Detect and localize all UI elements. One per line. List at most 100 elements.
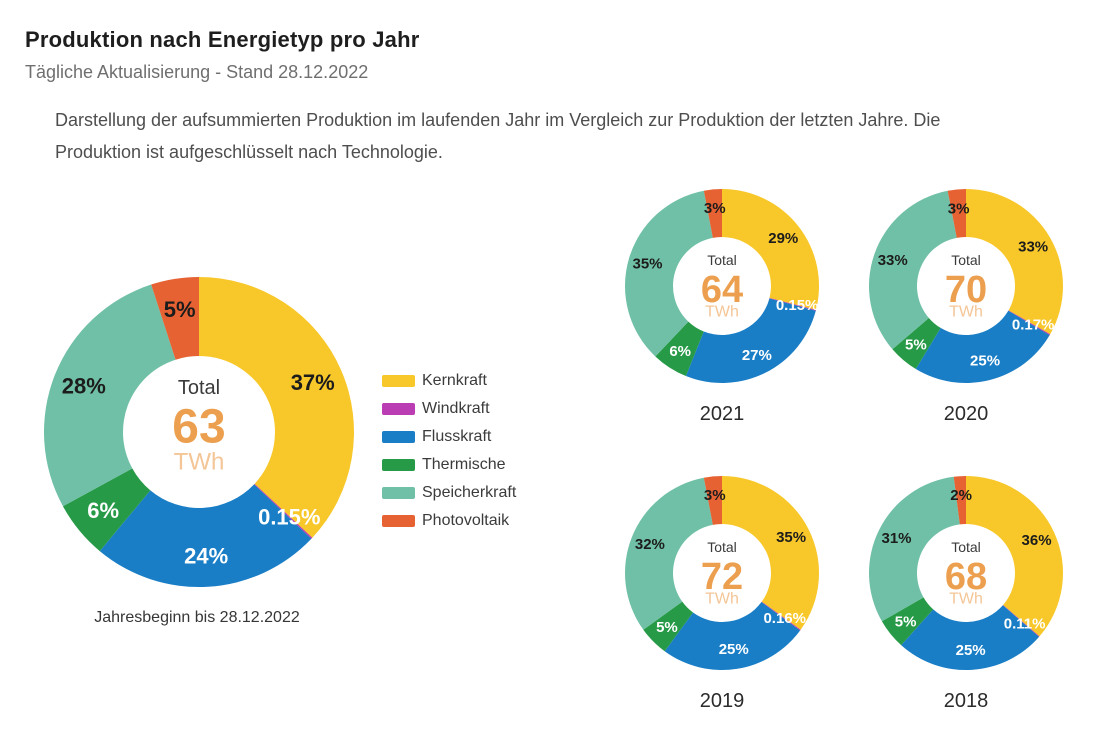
total-value: 68 bbox=[945, 556, 987, 598]
donut-segment-photovoltaik[interactable] bbox=[947, 189, 966, 238]
legend-swatch-flusskraft bbox=[382, 431, 415, 443]
total-value: 64 bbox=[701, 269, 743, 311]
total-unit: TWh bbox=[949, 304, 983, 321]
donut-segment-kernkraft[interactable] bbox=[966, 476, 1064, 637]
donut-segment-thermische[interactable] bbox=[881, 597, 934, 646]
legend-item-thermische[interactable]: Thermische bbox=[382, 451, 516, 479]
slice-label-thermische: 5% bbox=[895, 613, 917, 630]
total-unit: TWh bbox=[705, 591, 739, 608]
slice-label-speicherkraft: 28% bbox=[62, 374, 106, 399]
donut-segment-windkraft[interactable] bbox=[1002, 604, 1040, 637]
legend-swatch-photovoltaik bbox=[382, 515, 415, 527]
legend-swatch-thermische bbox=[382, 459, 415, 471]
slice-label-windkraft: 0.16% bbox=[763, 610, 806, 627]
donut-segment-speicherkraft[interactable] bbox=[625, 190, 713, 357]
total-label: Total bbox=[951, 539, 981, 555]
donut-segment-speicherkraft[interactable] bbox=[625, 477, 713, 630]
donut-segment-speicherkraft[interactable] bbox=[869, 190, 957, 350]
slice-label-speicherkraft: 31% bbox=[881, 530, 911, 547]
donut-segment-flusskraft[interactable] bbox=[685, 298, 816, 384]
total-unit: TWh bbox=[705, 304, 739, 321]
description-line-1: Darstellung der aufsummierten Produktion… bbox=[55, 110, 941, 130]
donut-segment-windkraft[interactable] bbox=[254, 483, 313, 539]
slice-label-windkraft: 0.11% bbox=[1004, 615, 1046, 632]
slice-label-kernkraft: 33% bbox=[1018, 239, 1048, 256]
donut-segment-photovoltaik[interactable] bbox=[953, 476, 966, 525]
donut-segment-flusskraft[interactable] bbox=[99, 484, 312, 588]
slice-label-thermische: 6% bbox=[87, 498, 119, 523]
donut-segment-speicherkraft[interactable] bbox=[869, 476, 960, 622]
donut-segment-flusskraft[interactable] bbox=[901, 605, 1040, 671]
slice-label-photovoltaik: 3% bbox=[948, 200, 970, 217]
legend-label: Speicherkraft bbox=[422, 484, 517, 501]
donut-segment-photovoltaik[interactable] bbox=[703, 189, 722, 238]
slice-label-photovoltaik: 3% bbox=[704, 487, 726, 504]
slice-label-kernkraft: 29% bbox=[768, 230, 798, 247]
donut-segment-flusskraft[interactable] bbox=[915, 310, 1050, 383]
donut-segment-windkraft[interactable] bbox=[1008, 310, 1051, 336]
donut-segment-photovoltaik[interactable] bbox=[703, 476, 722, 525]
donut-segment-kernkraft[interactable] bbox=[966, 189, 1064, 335]
slice-label-thermische: 5% bbox=[656, 619, 678, 636]
total-unit: TWh bbox=[174, 449, 225, 476]
slice-label-speicherkraft: 35% bbox=[633, 256, 663, 273]
total-label: Total bbox=[178, 377, 220, 399]
donut-segment-thermische[interactable] bbox=[643, 601, 694, 652]
year-label-2021: 2021 bbox=[699, 403, 745, 425]
donut-chart-2021: 29% 0.15% 27% 6% 35% 3% Total 64 TWh bbox=[607, 171, 837, 401]
donut-segment-thermische[interactable] bbox=[892, 317, 941, 369]
slice-label-windkraft: 0.15% bbox=[776, 297, 819, 314]
legend-item-windkraft[interactable]: Windkraft bbox=[382, 395, 516, 423]
legend-item-flusskraft[interactable]: Flusskraft bbox=[382, 423, 516, 451]
donut-segment-kernkraft[interactable] bbox=[722, 476, 819, 630]
description-line-2: Produktion ist aufgeschlüsselt nach Tech… bbox=[55, 142, 443, 162]
year-label-2018: 2018 bbox=[943, 690, 989, 712]
slice-label-flusskraft: 27% bbox=[742, 347, 772, 364]
description: Darstellung der aufsummierten Produktion… bbox=[55, 104, 940, 168]
slice-label-flusskraft: 24% bbox=[184, 543, 228, 568]
slice-label-flusskraft: 25% bbox=[956, 642, 986, 659]
page-subtitle: Tägliche Aktualisierung - Stand 28.12.20… bbox=[25, 62, 369, 82]
total-label: Total bbox=[951, 252, 981, 268]
slice-label-kernkraft: 37% bbox=[291, 370, 335, 395]
legend-label: Kernkraft bbox=[422, 372, 487, 389]
legend-item-kernkraft[interactable]: Kernkraft bbox=[382, 367, 516, 395]
slice-label-flusskraft: 25% bbox=[970, 353, 1000, 370]
legend-item-photovoltaik[interactable]: Photovoltaik bbox=[382, 507, 516, 535]
legend: Kernkraft Windkraft Flusskraft Thermische Sp… bbox=[382, 367, 516, 535]
donut-segment-thermische[interactable] bbox=[62, 468, 151, 552]
slice-label-flusskraft: 25% bbox=[719, 641, 749, 658]
legend-label: Windkraft bbox=[422, 400, 490, 417]
slice-label-photovoltaik: 3% bbox=[704, 200, 726, 217]
legend-swatch-speicherkraft bbox=[382, 487, 415, 499]
slice-label-thermische: 6% bbox=[669, 343, 691, 360]
legend-swatch-kernkraft bbox=[382, 375, 415, 387]
slice-label-photovoltaik: 2% bbox=[950, 487, 972, 504]
donut-segment-speicherkraft[interactable] bbox=[43, 284, 176, 507]
year-label-2020: 2020 bbox=[943, 403, 989, 425]
donut-segment-windkraft[interactable] bbox=[761, 601, 801, 631]
donut-segment-kernkraft[interactable] bbox=[722, 189, 820, 310]
donut-segment-photovoltaik[interactable] bbox=[151, 277, 199, 360]
total-label: Total bbox=[707, 252, 737, 268]
total-label: Total bbox=[707, 539, 737, 555]
donut-chart-2020: 33% 0.17% 25% 5% 33% 3% Total 70 TWh bbox=[851, 171, 1081, 401]
slice-label-windkraft: 0.15% bbox=[258, 504, 320, 529]
donut-segment-flusskraft[interactable] bbox=[664, 602, 801, 671]
donut-segment-windkraft[interactable] bbox=[769, 298, 817, 311]
legend-swatch-windkraft bbox=[382, 403, 415, 415]
slice-label-photovoltaik: 5% bbox=[164, 297, 196, 322]
main-chart-caption: Jahresbeginn bis 28.12.2022 bbox=[94, 609, 300, 626]
legend-item-speicherkraft[interactable]: Speicherkraft bbox=[382, 479, 516, 507]
page-title: Produktion nach Energietyp pro Jahr bbox=[25, 27, 420, 52]
slice-label-kernkraft: 36% bbox=[1022, 532, 1052, 549]
legend-label: Thermische bbox=[422, 456, 506, 473]
donut-segment-thermische[interactable] bbox=[655, 321, 704, 377]
slice-label-thermische: 5% bbox=[905, 337, 927, 354]
donut-chart-2019: 35% 0.16% 25% 5% 32% 3% Total 72 TWh bbox=[607, 458, 837, 688]
donut-segment-kernkraft[interactable] bbox=[199, 277, 355, 538]
donut-chart-current-year: 37% 0.15% 24% 6% 28% 5% Total 63 TWh bbox=[26, 259, 372, 605]
total-value: 70 bbox=[945, 269, 987, 311]
slice-label-speicherkraft: 32% bbox=[635, 536, 665, 553]
